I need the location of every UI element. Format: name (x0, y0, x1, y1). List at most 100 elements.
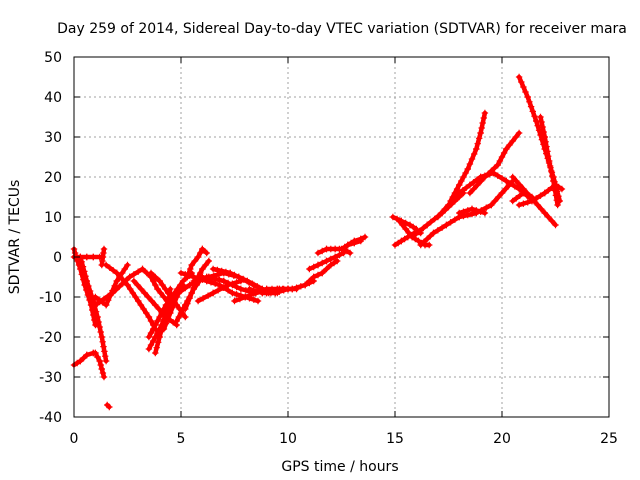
data-point (106, 403, 113, 411)
data-point (100, 245, 108, 253)
data-point (199, 245, 206, 253)
y-tick-label: 10 (44, 210, 62, 226)
data-point (537, 113, 544, 121)
data-point (495, 193, 502, 201)
x-tick-label: 20 (493, 431, 511, 447)
data-point (488, 201, 495, 209)
data-point (81, 268, 88, 275)
data-point (86, 287, 94, 295)
data-point (233, 279, 240, 286)
data-point (143, 309, 150, 317)
data-point (527, 103, 535, 110)
data-point (396, 217, 403, 225)
data-point (545, 153, 552, 160)
data-point (195, 276, 202, 283)
data-point (99, 338, 106, 345)
data-point (533, 117, 540, 125)
data-point (423, 235, 431, 243)
data-point (539, 123, 546, 131)
data-point (470, 179, 477, 186)
data-point (500, 149, 508, 157)
data-point (177, 309, 185, 317)
data-point (113, 269, 120, 277)
data-points (70, 73, 566, 411)
data-point (531, 113, 538, 120)
data-point (247, 291, 254, 299)
data-point (219, 284, 227, 291)
data-point (297, 283, 304, 290)
data-point (331, 253, 339, 261)
data-point (94, 313, 101, 321)
data-point (537, 192, 544, 199)
data-point (417, 241, 424, 249)
data-point (150, 277, 157, 285)
data-point (476, 135, 483, 142)
data-point (145, 293, 152, 301)
data-point (237, 285, 245, 293)
data-point (459, 187, 466, 194)
data-point (336, 251, 343, 259)
data-point (190, 277, 197, 285)
data-point (224, 281, 232, 289)
y-tick-label: -30 (39, 370, 62, 386)
data-point (479, 119, 486, 127)
data-point (159, 281, 166, 289)
data-point (154, 317, 161, 325)
y-tick-label: -20 (39, 330, 62, 346)
y-tick-label: -40 (39, 410, 62, 426)
data-point (447, 219, 454, 226)
data-point (156, 277, 163, 285)
data-point (79, 263, 87, 270)
data-point (267, 288, 275, 295)
data-point (202, 261, 209, 269)
data-point (534, 201, 541, 209)
data-point (486, 171, 493, 178)
data-point (464, 165, 471, 173)
data-point (541, 209, 548, 217)
data-point (162, 320, 170, 327)
data-point (153, 344, 160, 351)
data-point (551, 187, 559, 194)
data-point (474, 140, 481, 147)
data-point (155, 305, 163, 313)
data-point (491, 164, 498, 172)
data-point (95, 296, 103, 303)
data-point (152, 321, 159, 329)
data-point (147, 317, 155, 325)
data-point (513, 195, 520, 202)
data-point (97, 328, 104, 336)
y-axis-label: SDTVAR / TECUs (7, 180, 23, 295)
x-tick-label: 10 (279, 431, 297, 447)
data-point (137, 285, 145, 293)
data-point (209, 289, 217, 297)
data-point (126, 273, 133, 281)
data-point (254, 283, 261, 290)
data-point (186, 281, 193, 289)
data-point (478, 124, 485, 132)
data-point (468, 205, 476, 213)
data-point (107, 292, 114, 299)
data-point (471, 150, 478, 158)
y-tick-labels: -40 -30 -20 -10 0 10 20 30 40 50 (39, 50, 62, 426)
data-point (250, 287, 257, 294)
data-point (558, 185, 566, 193)
data-point (200, 275, 207, 282)
data-point (154, 285, 161, 293)
data-point (434, 227, 441, 234)
data-point (490, 169, 497, 177)
data-point (516, 181, 523, 189)
data-point (188, 261, 195, 269)
data-point (83, 351, 90, 359)
data-point (402, 225, 409, 233)
data-point (530, 197, 538, 205)
series-trace (195, 278, 244, 304)
series-track-13 (152, 285, 174, 357)
series-track-11 (92, 261, 131, 309)
y-tick-label: 0 (53, 250, 62, 266)
data-point (100, 373, 108, 381)
data-point (98, 333, 105, 341)
data-point (116, 273, 123, 281)
data-point (477, 173, 484, 181)
